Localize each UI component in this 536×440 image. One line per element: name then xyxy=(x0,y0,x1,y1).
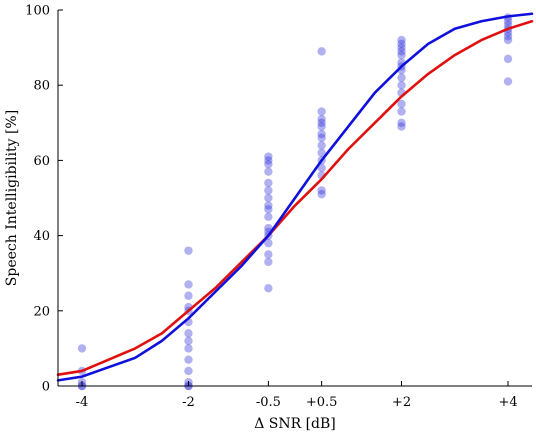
x-tick-label: -2 xyxy=(182,395,195,410)
axes xyxy=(57,10,532,387)
data-point xyxy=(184,280,193,289)
data-point xyxy=(77,344,87,353)
data-point xyxy=(397,39,406,49)
data-point xyxy=(264,201,273,210)
data-point xyxy=(397,47,406,56)
y-tick-label: 0 xyxy=(42,380,50,395)
data-point xyxy=(397,35,406,45)
x-tick-label: +2 xyxy=(392,395,411,410)
data-point xyxy=(317,129,326,139)
data-point xyxy=(184,366,193,376)
data-point xyxy=(317,47,326,56)
data-point xyxy=(184,355,193,364)
data-point xyxy=(264,238,273,248)
data-point xyxy=(264,223,273,233)
data-point xyxy=(264,257,273,267)
series-line-2 xyxy=(56,12,534,382)
data-point xyxy=(264,205,273,214)
y-tick-label: 100 xyxy=(25,4,50,19)
data-point xyxy=(317,107,326,116)
y-ticks: 0 20 40 60 80 100 xyxy=(25,4,63,395)
data-point xyxy=(264,250,273,259)
data-point xyxy=(317,148,326,158)
data-point xyxy=(397,50,406,60)
data-point xyxy=(503,77,513,86)
data-point xyxy=(264,178,273,188)
data-point xyxy=(317,163,326,173)
data-point xyxy=(397,73,406,82)
data-point xyxy=(503,54,513,64)
data-point xyxy=(317,118,326,128)
data-point xyxy=(397,107,406,116)
data-point xyxy=(184,291,193,300)
y-tick-label: 20 xyxy=(33,304,50,319)
data-point xyxy=(317,122,326,131)
data-point xyxy=(317,141,326,150)
scatter-points xyxy=(77,13,513,391)
data-point xyxy=(503,32,513,41)
x-axis-label: Δ SNR [dB] xyxy=(254,416,336,432)
series-line-1 xyxy=(56,19,534,377)
y-tick-label: 60 xyxy=(33,154,50,169)
data-point xyxy=(264,159,273,169)
x-tick-label: -0.5 xyxy=(256,395,281,410)
data-point xyxy=(264,152,273,161)
data-point xyxy=(264,193,273,203)
data-point xyxy=(317,186,326,195)
x-tick-label: -4 xyxy=(76,395,89,410)
data-point xyxy=(317,114,326,124)
data-point xyxy=(264,212,273,221)
data-point xyxy=(184,246,193,255)
x-ticks: -4 -2 -0.5 +0.5 +2 +4 xyxy=(76,381,518,410)
x-tick-label: +0.5 xyxy=(306,395,338,410)
data-point xyxy=(503,17,513,26)
data-point xyxy=(264,186,273,195)
data-point xyxy=(503,35,513,45)
data-point xyxy=(317,133,326,143)
data-point xyxy=(317,190,326,199)
data-point xyxy=(397,118,406,128)
y-axis-label: Speech Intelligibility [%] xyxy=(4,110,20,286)
data-point xyxy=(397,43,406,52)
data-point xyxy=(264,156,273,165)
data-point xyxy=(184,344,193,353)
data-point xyxy=(264,167,273,176)
y-tick-label: 40 xyxy=(33,229,50,244)
data-point xyxy=(184,329,193,338)
data-point xyxy=(264,284,273,293)
y-tick-label: 80 xyxy=(33,79,50,94)
data-point xyxy=(397,81,406,90)
data-point xyxy=(397,99,406,109)
data-point xyxy=(397,122,406,131)
data-point xyxy=(184,336,193,346)
x-tick-label: +4 xyxy=(498,395,517,410)
fit-curves xyxy=(56,12,534,382)
